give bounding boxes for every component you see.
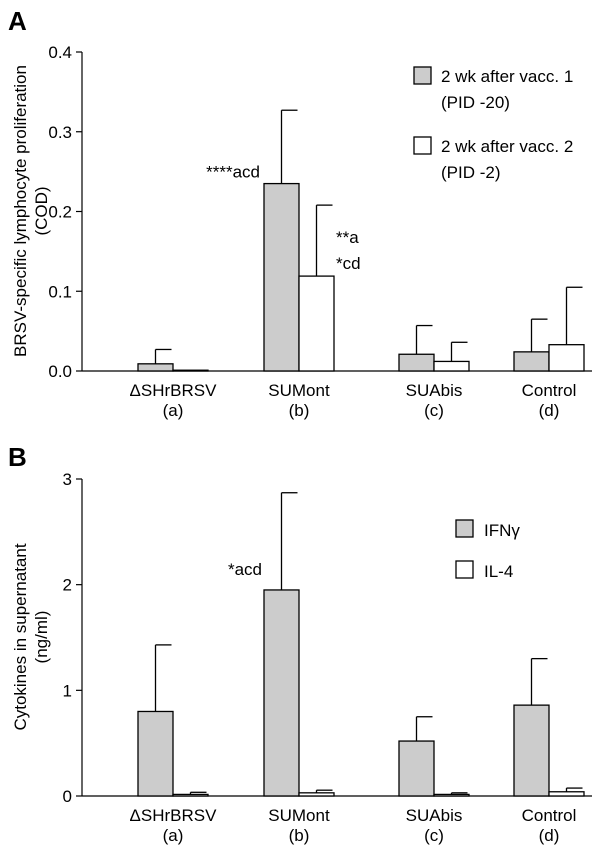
category-sublabel: (a) [163,826,184,845]
legend-swatch-ifng [455,519,474,538]
bar-1-1 [137,363,174,372]
bar-1-4 [513,704,550,797]
bar-2-3 [433,793,470,797]
category-sublabel: (a) [163,401,184,420]
panel-b-legend: IFNγ IL-4 [455,519,520,581]
significance-annotation: **a [336,228,359,247]
legend-swatch-series-1 [413,66,432,85]
legend-label-series-2: 2 wk after vacc. 2 [441,137,573,156]
legend-swatch-series-2 [413,136,432,155]
bar-2-1 [172,793,209,797]
category-sublabel: (c) [424,826,444,845]
bar-1-3 [398,740,435,797]
category-sublabel: (d) [539,826,560,845]
legend-label-ifng: IFNγ [484,521,520,540]
legend-label-series-1: 2 wk after vacc. 1 [441,67,573,86]
bar-2-2 [298,275,335,372]
bar-2-1 [172,369,209,372]
category-sublabel: (d) [539,401,560,420]
y-tick-label: 0.2 [48,203,72,222]
bar-1-2 [263,182,300,372]
bar-2-2 [298,792,335,797]
category-sublabel: (b) [289,826,310,845]
panel-a-plot: 0.0 0.1 0.2 0.3 0.4 ΔSHrBRSV(a) SUMont(b) SUAbi… [48,43,592,420]
significance-annotation: *cd [336,254,361,273]
category-label: Control [522,381,577,400]
y-tick-label: 0 [63,787,72,806]
legend-label-il4: IL-4 [484,562,513,581]
panel-a: A BRSV-specific lymphocyte proliferation… [8,6,592,420]
category-sublabel: (b) [289,401,310,420]
y-tick-label: 0.1 [48,282,72,301]
category-sublabel: (c) [424,401,444,420]
category-label: SUMont [268,806,330,825]
y-tick-label: 1 [63,681,72,700]
panel-a-legend: 2 wk after vacc. 1 (PID -20) 2 wk after … [413,66,573,182]
category-label: SUAbis [406,806,463,825]
category-label: SUMont [268,381,330,400]
category-label: Control [522,806,577,825]
y-tick-label: 2 [63,576,72,595]
panel-b-ylabel-line2: (ng/ml) [32,611,51,664]
panel-a-ylabel-line2: (COD) [32,186,51,235]
legend-swatch-il4 [455,560,474,579]
bar-1-4 [513,351,550,372]
y-tick-label: 0.3 [48,123,72,142]
panel-b-plot: 0 1 2 3 ΔSHrBRSV(a) SUMont(b) SUAbis(c) Control… [63,470,592,845]
panel-b-ylabel-line1: Cytokines in supernatant [11,543,30,730]
panel-a-ylabel-line1: BRSV-specific lymphocyte proliferation [11,65,30,357]
panel-a-label: A [8,6,27,36]
bar-2-4 [548,344,585,372]
y-tick-label: 0.4 [48,43,72,62]
legend-sublabel-series-2: (PID -2) [441,163,501,182]
panel-b-label: B [8,442,27,472]
category-label: ΔSHrBRSV [130,806,218,825]
bar-1-1 [137,710,174,797]
bar-2-3 [433,360,470,372]
bar-1-3 [398,353,435,372]
panel-b: B Cytokines in supernatant (ng/ml) 0 1 2 3 Δ… [8,442,592,845]
legend-sublabel-series-1: (PID -20) [441,93,510,112]
y-tick-label: 3 [63,470,72,489]
category-label: ΔSHrBRSV [130,381,218,400]
bar-2-4 [548,791,585,797]
bar-1-2 [263,589,300,797]
significance-annotation: *acd [228,560,262,579]
category-label: SUAbis [406,381,463,400]
significance-annotation: ****acd [206,163,260,182]
y-tick-label: 0.0 [48,362,72,381]
